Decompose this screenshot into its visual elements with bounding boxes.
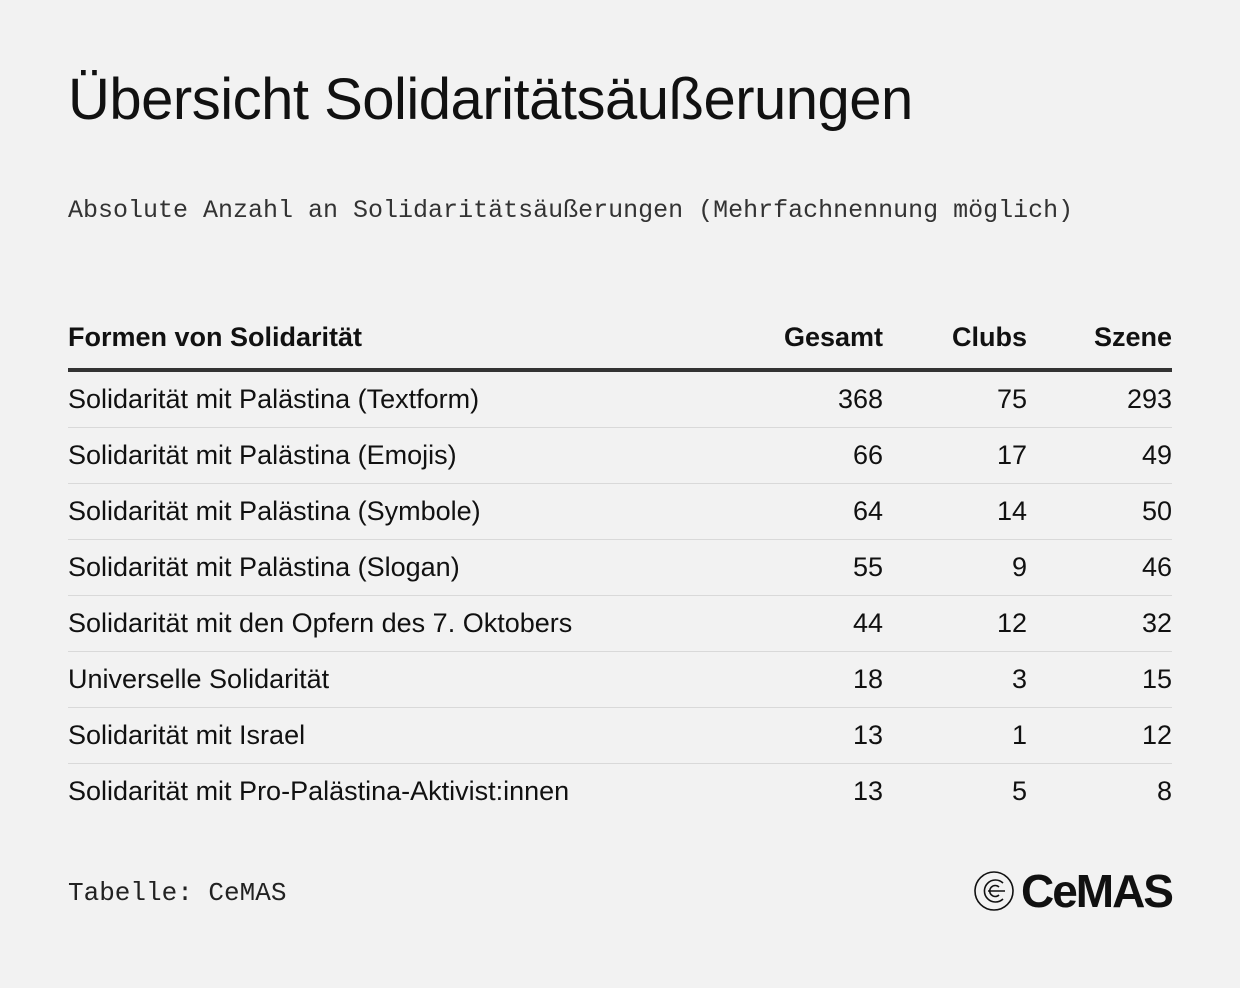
cell-value: 64: [738, 483, 883, 540]
title: Übersicht Solidaritätsäußerungen: [68, 67, 913, 132]
table-row: Solidarität mit Israel 13 1 12: [68, 707, 1172, 764]
row-label: Solidarität mit Palästina (Textform): [68, 370, 738, 428]
cell-value: 50: [1027, 483, 1172, 540]
table-row: Solidarität mit Palästina (Textform) 368 7…: [68, 370, 1172, 428]
cell-value: 12: [883, 595, 1027, 652]
table-row: Solidarität mit den Opfern des 7. Oktobe…: [68, 595, 1172, 652]
cell-value: 8: [1156, 776, 1172, 806]
cell-value: 49: [1027, 427, 1172, 484]
row-label: Solidarität mit Pro-Palästina-Aktivist:i…: [68, 776, 570, 806]
cell-value: 15: [1027, 651, 1172, 708]
cell-value: 368: [738, 370, 883, 428]
table-body: Solidarität mit Palästina (Textform) 368 7…: [68, 370, 1172, 819]
cell-value: 44: [738, 595, 883, 652]
cell-value: 3: [883, 651, 1027, 708]
cell-value: 13: [738, 707, 883, 764]
column-header: Szene: [1027, 306, 1172, 372]
column-header: Clubs: [883, 306, 1027, 372]
cell-value: 1: [883, 707, 1027, 764]
column-header: Formen von Solidarität: [68, 306, 738, 372]
row-label: Solidarität mit Israel: [68, 707, 738, 764]
cell-value: 13: [852, 776, 883, 806]
cell-value: 75: [883, 370, 1027, 428]
table-row: Solidarität mit Palästina (Emojis) 66 17 49: [68, 427, 1172, 484]
table-row: Universelle Solidarität 18 3 15: [68, 651, 1172, 708]
logo: CeMAS: [973, 864, 1174, 918]
cell-value: 293: [1027, 370, 1172, 428]
cell-value: 55: [738, 539, 883, 596]
cell-value: 18: [738, 651, 883, 708]
cell-value: 14: [883, 483, 1027, 540]
cell-value: 46: [1027, 539, 1172, 596]
cell-value: 17: [883, 427, 1027, 484]
row-label: Solidarität mit den Opfern des 7. Oktobe…: [68, 595, 738, 652]
table-row: Solidarität mit Palästina (Symbole) 64 14 5…: [68, 483, 1172, 540]
cell-value: 9: [883, 539, 1027, 596]
cell-value: 66: [738, 427, 883, 484]
row-label: Universelle Solidarität: [68, 651, 738, 708]
row-label: Solidarität mit Palästina (Symbole): [68, 483, 738, 540]
column-header: Gesamt: [738, 306, 883, 372]
cell-value: 12: [1027, 707, 1172, 764]
logo-icon: [974, 871, 1014, 911]
row-label: Solidarität mit Palästina (Emojis): [68, 427, 738, 484]
logo-text: CeMAS: [1020, 865, 1174, 917]
table: Formen von Solidarität Gesamt Clubs Szene S…: [68, 306, 1172, 819]
cell-value: 5: [1011, 776, 1027, 806]
table-row: Solidarität mit Pro-Palästina-Aktivist:i…: [68, 764, 1172, 820]
row-label: Solidarität mit Palästina (Slogan): [68, 539, 738, 596]
cell-value: 32: [1027, 595, 1172, 652]
subtitle: Absolute Anzahl an Solidaritätsäußerunge…: [68, 196, 1074, 225]
header-row: Formen von Solidarität Gesamt Clubs Szene: [68, 306, 1172, 372]
source: Tabelle: CeMAS: [68, 878, 287, 908]
table-row: Solidarität mit Palästina (Slogan) 55 9 46: [68, 539, 1172, 596]
